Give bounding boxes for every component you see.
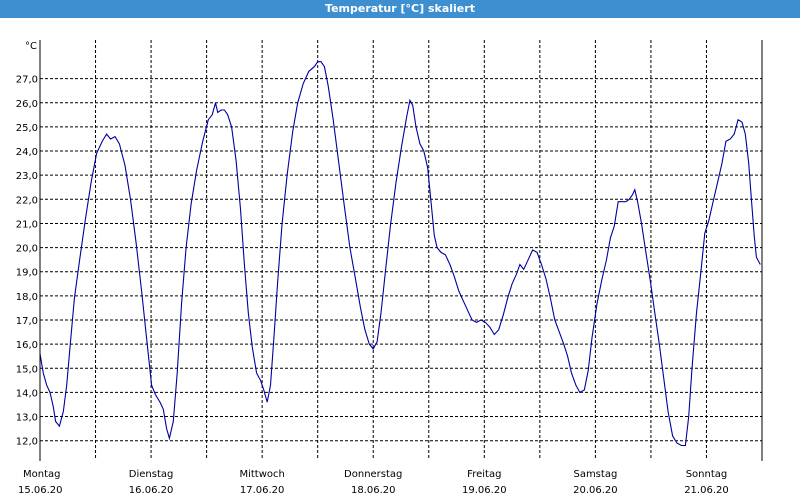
y-tick-label: 19,0 — [16, 268, 38, 279]
x-tick-date: 15.06.20 — [18, 485, 63, 496]
y-tick-label: 24,0 — [16, 147, 38, 158]
y-tick-label: 27,0 — [16, 75, 38, 86]
x-tick-date: 17.06.20 — [240, 485, 285, 496]
y-tick-label: 13,0 — [16, 413, 38, 424]
x-tick-labels: Montag 15.06.20 Dienstag 16.06.20 Mittwoch 17… — [18, 469, 729, 496]
y-tick-label: 20,0 — [16, 244, 38, 255]
x-tick-date: 19.06.20 — [462, 485, 507, 496]
y-tick-label: 14,0 — [16, 388, 38, 399]
chart-title: Temperatur [°C] skaliert — [0, 0, 800, 18]
y-tick-label: 21,0 — [16, 219, 38, 230]
x-tick-date: 18.06.20 — [351, 485, 396, 496]
y-tick-label: 23,0 — [16, 171, 38, 182]
x-tick-day: Freitag — [467, 469, 501, 480]
x-tick-day: Sonntag — [686, 469, 728, 480]
y-axis-unit: °C — [25, 41, 37, 52]
y-tick-label: 18,0 — [16, 292, 38, 303]
y-tick-label: 22,0 — [16, 195, 38, 206]
x-tick-day: Donnerstag — [344, 469, 402, 480]
x-tick-day: Montag — [23, 469, 60, 480]
temperature-series-line — [39, 61, 761, 447]
y-tick-label: 25,0 — [16, 123, 38, 134]
x-tick-date: 21.06.20 — [684, 485, 729, 496]
grid-layer — [40, 40, 763, 460]
y-tick-label: 16,0 — [16, 340, 38, 351]
y-tick-label: 15,0 — [16, 364, 38, 375]
plot-frame — [39, 40, 763, 461]
y-tick-labels: 12,0 13,0 14,0 15,0 16,0 17,0 18,0 19,0 20,0 21,0… — [16, 41, 38, 448]
series-layer — [39, 61, 761, 447]
x-tick-date: 20.06.20 — [573, 485, 618, 496]
x-tick-day: Samstag — [573, 469, 617, 480]
y-tick-label: 17,0 — [16, 316, 38, 327]
x-tick-day: Mittwoch — [239, 469, 284, 480]
y-tick-label: 26,0 — [16, 99, 38, 110]
y-tick-label: 12,0 — [16, 437, 38, 448]
x-tick-day: Dienstag — [129, 469, 174, 480]
x-tick-date: 16.06.20 — [129, 485, 174, 496]
